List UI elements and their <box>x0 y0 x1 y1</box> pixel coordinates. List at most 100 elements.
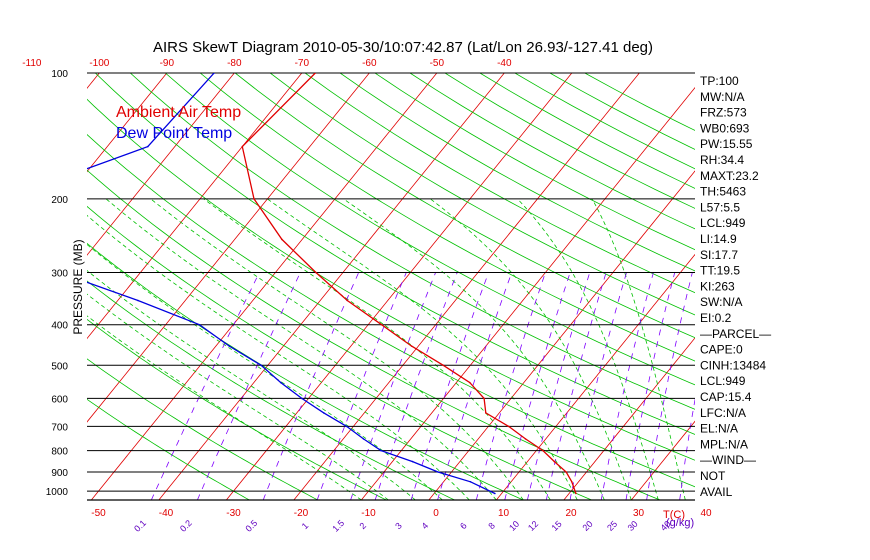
moist-adiabat-line <box>87 293 389 500</box>
dry-adiabat-line <box>234 73 695 339</box>
profile-point <box>494 492 496 495</box>
temperature-tick-label: -50 <box>91 508 106 519</box>
pressure-isobars <box>87 72 695 501</box>
top-temperature-tick-label: -80 <box>227 58 242 69</box>
moist-adiabat-line <box>267 198 578 500</box>
dry-adiabat-line <box>269 73 695 316</box>
mixing-ratio-tick-label: 0.1 <box>132 518 148 534</box>
moist-adiabat-line <box>87 270 416 500</box>
mixing-ratio-line <box>569 272 627 500</box>
pressure-tick-label: 800 <box>51 447 68 458</box>
top-temperature-tick-label: -60 <box>362 58 377 69</box>
profile-point <box>301 397 303 400</box>
temperature-unit-label: T(C) <box>663 509 685 521</box>
mixing-ratio-line <box>197 272 301 500</box>
profile-point <box>542 449 544 452</box>
dry-adiabat-line <box>514 73 695 170</box>
index-line: L57:5.5 <box>700 200 740 214</box>
index-line: LCL:949 <box>700 374 746 388</box>
profile-point <box>228 345 231 347</box>
mixing-ratio-tick-label: 0.5 <box>243 518 259 534</box>
mixing-ratio-line <box>527 272 591 500</box>
dry-adiabat-line <box>87 398 250 500</box>
profile-point <box>198 323 201 326</box>
profile-point <box>147 145 149 148</box>
top-temperature-tick-label: -90 <box>160 58 175 69</box>
index-line: CINH:13484 <box>700 358 766 372</box>
mixing-ratio-line <box>546 272 607 500</box>
mixing-ratio-line <box>316 272 407 500</box>
index-line: AVAIL <box>700 485 733 499</box>
index-line: EI:0.2 <box>700 311 732 325</box>
mixing-ratio-line <box>437 272 513 500</box>
dry-adiabat-line <box>339 73 695 272</box>
profile-lines <box>87 73 577 495</box>
moist-adiabat-line <box>87 244 443 500</box>
index-line: —WIND— <box>700 453 756 467</box>
index-line: PW:15.55 <box>700 137 753 151</box>
mixing-ratio-tick-label: 20 <box>581 519 595 533</box>
profile-point <box>323 412 325 414</box>
mixing-ratio-line <box>504 272 571 500</box>
index-line: FRZ:573 <box>700 106 747 120</box>
index-line: TP:100 <box>700 74 739 88</box>
ambient-temperature-line <box>241 73 577 494</box>
index-line: SI:17.7 <box>700 248 738 262</box>
mixing-ratio-tick-label: 10 <box>507 519 521 533</box>
profile-point <box>315 271 317 274</box>
isotherm-line <box>87 73 168 173</box>
pressure-tick-label: 500 <box>51 361 68 372</box>
isotherm-line <box>87 73 235 256</box>
dry-adiabat-line <box>87 318 387 500</box>
profile-point <box>137 299 139 302</box>
profile-point <box>362 438 365 440</box>
mixing-ratio-tick-label: 25 <box>605 519 619 533</box>
mixing-ratio-line <box>262 272 360 500</box>
top-temperature-tick-label: -50 <box>430 58 445 69</box>
isotherm-line <box>563 337 695 500</box>
isotherm-line <box>631 420 695 500</box>
mixing-ratio-line <box>625 272 676 500</box>
mixing-ratio-tick-label: 1.5 <box>330 518 346 534</box>
temperature-tick-label: 0 <box>433 508 439 519</box>
profile-point <box>575 492 577 495</box>
isotherm-line <box>834 73 870 500</box>
profile-point <box>314 73 317 74</box>
dry-adiabat-line <box>304 73 695 294</box>
pressure-tick-label: 600 <box>51 394 68 405</box>
pressure-tick-label: 200 <box>51 195 68 206</box>
index-line: MAXT:23.2 <box>700 169 759 183</box>
pressure-tick-label: 1000 <box>46 487 69 498</box>
temperature-tick-label: 10 <box>498 508 510 519</box>
profile-point <box>524 438 527 440</box>
profile-point <box>280 381 282 384</box>
index-line: MPL:N/A <box>700 437 748 451</box>
index-line: EL:N/A <box>700 422 738 436</box>
dry-adiabat-line <box>87 242 524 500</box>
profile-point <box>411 460 414 463</box>
mixing-ratio-tick-label: 3 <box>393 521 404 532</box>
moist-adiabat-line <box>203 198 551 500</box>
index-line: —PARCEL— <box>700 327 771 341</box>
profile-point <box>442 364 445 367</box>
background-lines <box>87 73 870 500</box>
profile-point <box>380 323 383 326</box>
mixing-ratio-tick-label: 30 <box>626 519 640 533</box>
temperature-tick-label: -30 <box>226 508 241 519</box>
mixing-ratio-tick-label: 12 <box>526 519 540 533</box>
dry-adiabat-line <box>199 73 695 362</box>
mixing-ratio-line <box>475 272 546 500</box>
index-line: TT:19.5 <box>700 264 740 278</box>
isotherm-line <box>766 73 870 500</box>
legend-ambient-air-temp: Ambient Air Temp <box>116 104 241 121</box>
pressure-tick-label: 700 <box>51 422 68 433</box>
profile-point <box>260 364 262 367</box>
profile-point <box>346 299 349 302</box>
mixing-ratio-tick-label: 1 <box>300 521 311 532</box>
index-line: TH:5463 <box>700 185 746 199</box>
profile-point <box>380 449 382 452</box>
profile-point <box>469 481 472 483</box>
mixing-ratio-line <box>646 272 693 500</box>
index-line: CAP:15.4 <box>700 390 752 404</box>
moist-adiabat-line <box>430 198 632 500</box>
